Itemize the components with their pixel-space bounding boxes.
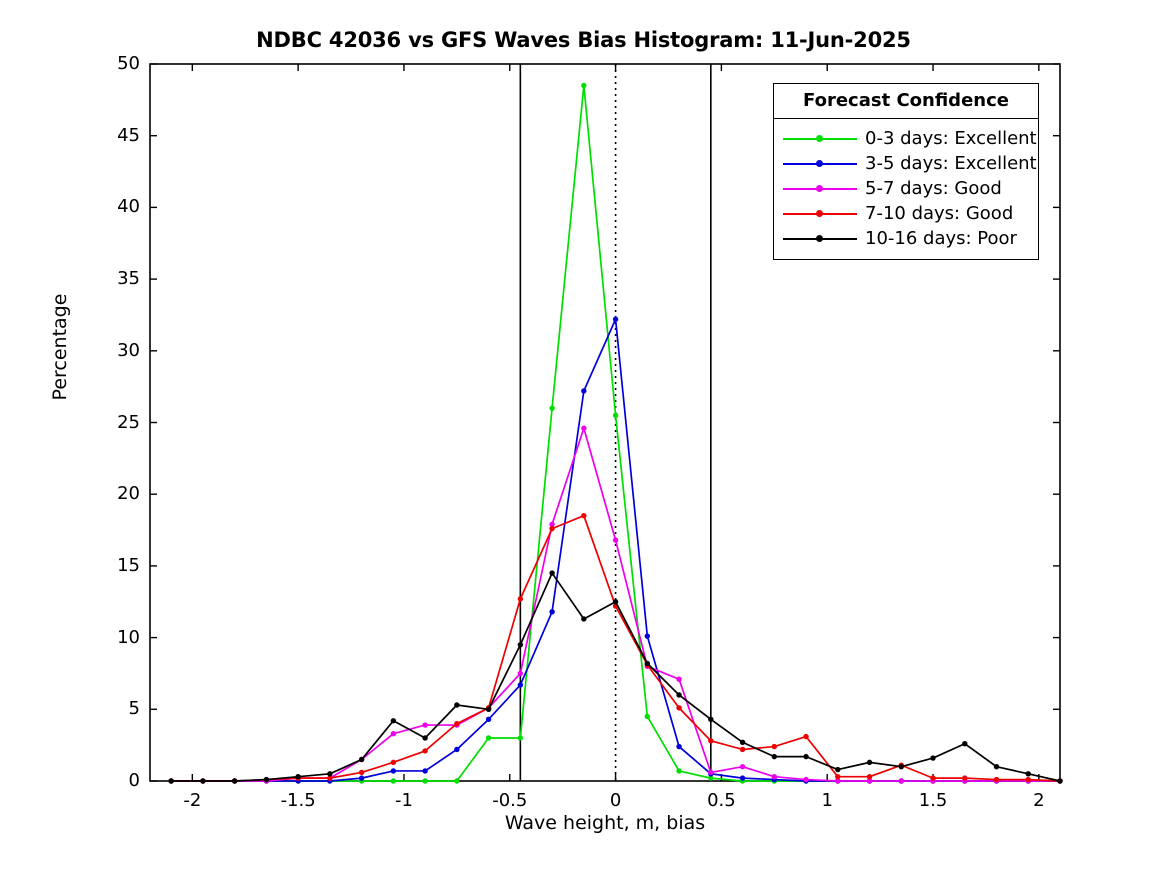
- legend-title: Forecast Confidence: [774, 84, 1038, 119]
- legend-line-icon: [783, 182, 857, 196]
- legend: Forecast Confidence 0-3 days: Excellent 3…: [773, 83, 1039, 260]
- legend-item-1[interactable]: 3-5 days: Excellent: [774, 151, 1038, 176]
- legend-item-label: 3-5 days: Excellent: [865, 153, 1037, 174]
- y-tick-label: 35: [117, 268, 140, 290]
- reference-lines: [519, 64, 712, 781]
- legend-item-label: 0-3 days: Excellent: [865, 128, 1037, 149]
- y-tick-label: 45: [117, 124, 140, 146]
- x-tick-label: -1.5: [280, 790, 316, 811]
- x-axis-label: Wave height, m, bias: [504, 812, 706, 834]
- legend-item-3[interactable]: 7-10 days: Good: [774, 201, 1038, 226]
- x-tick-label: 1: [821, 790, 833, 811]
- x-tick-label: -2: [183, 790, 202, 811]
- legend-line-icon: [783, 157, 857, 171]
- y-tick-label: 0: [128, 770, 140, 791]
- x-tick-label: 0: [609, 790, 622, 811]
- axis-ticks: [150, 63, 1060, 782]
- legend-item-2[interactable]: 5-7 days: Good: [774, 176, 1038, 201]
- legend-item-label: 5-7 days: Good: [865, 178, 1002, 199]
- y-tick-label: 20: [117, 483, 140, 505]
- legend-item-4[interactable]: 10-16 days: Poor: [774, 226, 1038, 251]
- legend-item-label: 7-10 days: Good: [865, 203, 1014, 224]
- legend-item-0[interactable]: 0-3 days: Excellent: [774, 126, 1038, 151]
- x-tick-label: -0.5: [492, 790, 528, 811]
- x-tick-label: -1: [394, 790, 413, 811]
- legend-items: 0-3 days: Excellent 3-5 days: Excellent 5-…: [774, 119, 1038, 259]
- y-tick-label: 30: [117, 339, 140, 361]
- chart-title: NDBC 42036 vs GFS Waves Bias Histogram: …: [256, 28, 911, 52]
- legend-item-label: 10-16 days: Poor: [865, 228, 1017, 249]
- x-tick-label: 0.5: [707, 790, 736, 811]
- data-series: [168, 82, 1063, 784]
- x-tick-label: 2: [1033, 790, 1045, 811]
- legend-line-icon: [783, 207, 857, 221]
- series-4: [168, 570, 1063, 784]
- y-tick-label: 5: [128, 698, 140, 720]
- y-tick-label: 40: [117, 196, 140, 218]
- y-tick-label: 50: [117, 53, 140, 74]
- y-tick-label: 15: [117, 554, 140, 576]
- legend-line-icon: [783, 232, 857, 246]
- y-tick-label: 10: [117, 626, 140, 648]
- y-tick-label: 25: [117, 411, 140, 433]
- legend-line-icon: [783, 132, 857, 146]
- x-tick-label: 1.5: [918, 790, 948, 811]
